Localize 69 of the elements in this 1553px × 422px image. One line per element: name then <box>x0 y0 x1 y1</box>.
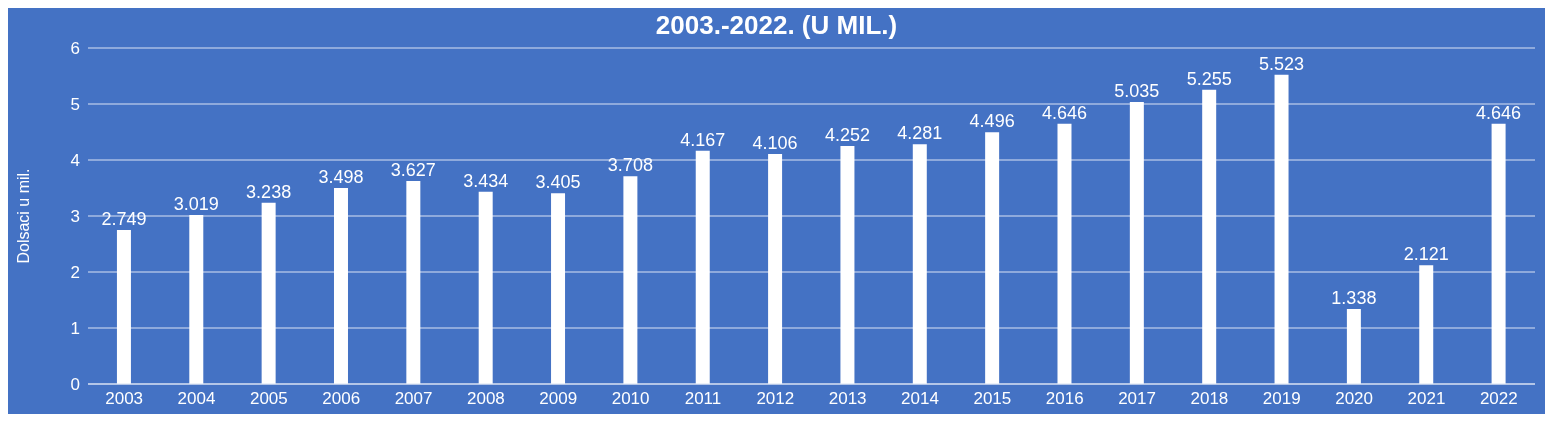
x-tick-label: 2003 <box>105 389 144 409</box>
bar <box>1491 123 1506 384</box>
x-tick-label: 2021 <box>1407 389 1446 409</box>
bar <box>551 193 566 384</box>
data-label: 5.035 <box>1114 81 1160 102</box>
y-tick-label: 2 <box>70 263 80 283</box>
data-label: 1.338 <box>1331 288 1377 309</box>
x-tick-label: 2012 <box>756 389 795 409</box>
bar <box>1129 102 1144 384</box>
data-label: 4.167 <box>680 129 726 150</box>
data-label: 5.523 <box>1259 53 1305 74</box>
x-tick-label: 2007 <box>394 389 433 409</box>
bar <box>985 132 1000 384</box>
data-label: 3.708 <box>607 155 653 176</box>
bar <box>333 188 348 384</box>
bar <box>261 202 276 384</box>
bar <box>912 144 927 384</box>
y-tick-label: 4 <box>70 151 80 171</box>
data-label: 4.252 <box>824 124 870 145</box>
data-label: 2.121 <box>1403 244 1449 265</box>
x-tick-label: 2006 <box>322 389 361 409</box>
bar <box>406 180 421 384</box>
x-tick-label: 2017 <box>1118 389 1156 409</box>
bar <box>1202 89 1217 384</box>
bar <box>1346 309 1361 384</box>
bar <box>1274 74 1289 384</box>
x-tick-label: 2019 <box>1262 389 1301 409</box>
bar <box>840 145 855 384</box>
data-label: 3.627 <box>390 159 436 180</box>
data-label: 5.255 <box>1186 68 1232 89</box>
data-label: 3.238 <box>246 181 292 202</box>
x-tick-label: 2015 <box>973 389 1012 409</box>
y-tick-label: 6 <box>70 39 80 59</box>
data-label: 4.646 <box>1041 102 1088 123</box>
data-label: 3.405 <box>535 172 581 193</box>
data-label: 4.646 <box>1476 102 1522 123</box>
x-tick-label: 2011 <box>684 389 722 409</box>
data-label: 4.281 <box>897 123 943 144</box>
bar <box>189 214 204 384</box>
x-tick-label: 2016 <box>1045 389 1084 409</box>
data-label: 3.498 <box>318 167 364 188</box>
data-label: 2.749 <box>101 209 147 230</box>
x-tick-label: 2018 <box>1190 389 1229 409</box>
x-tick-label: 2005 <box>249 389 288 409</box>
x-tick-label: 2013 <box>828 389 867 409</box>
data-label: 3.019 <box>173 193 219 214</box>
bar <box>116 230 131 384</box>
x-tick-label: 2008 <box>467 389 505 409</box>
bar <box>623 176 638 384</box>
bar <box>768 154 783 384</box>
chart-title: 2003.-2022. (U MIL.) <box>654 10 899 41</box>
data-label: 3.434 <box>463 170 509 191</box>
bar <box>695 150 710 384</box>
x-tick-label: 2009 <box>539 389 578 409</box>
y-tick-label: 5 <box>70 95 80 115</box>
y-tick-label: 0 <box>70 375 80 395</box>
x-tick-label: 2022 <box>1479 389 1518 409</box>
bar <box>1419 265 1434 384</box>
bar <box>1057 123 1072 384</box>
x-tick-label: 2010 <box>611 389 650 409</box>
x-tick-label: 2014 <box>901 389 939 409</box>
bar <box>478 191 493 384</box>
x-tick-label: 2020 <box>1335 389 1374 409</box>
data-label: 4.106 <box>752 133 798 154</box>
y-tick-label: 3 <box>70 207 80 227</box>
data-label: 4.496 <box>969 111 1015 132</box>
y-tick-label: 1 <box>70 319 80 339</box>
y-axis-title: Dolsaci u mil. <box>14 168 32 264</box>
x-tick-label: 2004 <box>177 389 216 409</box>
